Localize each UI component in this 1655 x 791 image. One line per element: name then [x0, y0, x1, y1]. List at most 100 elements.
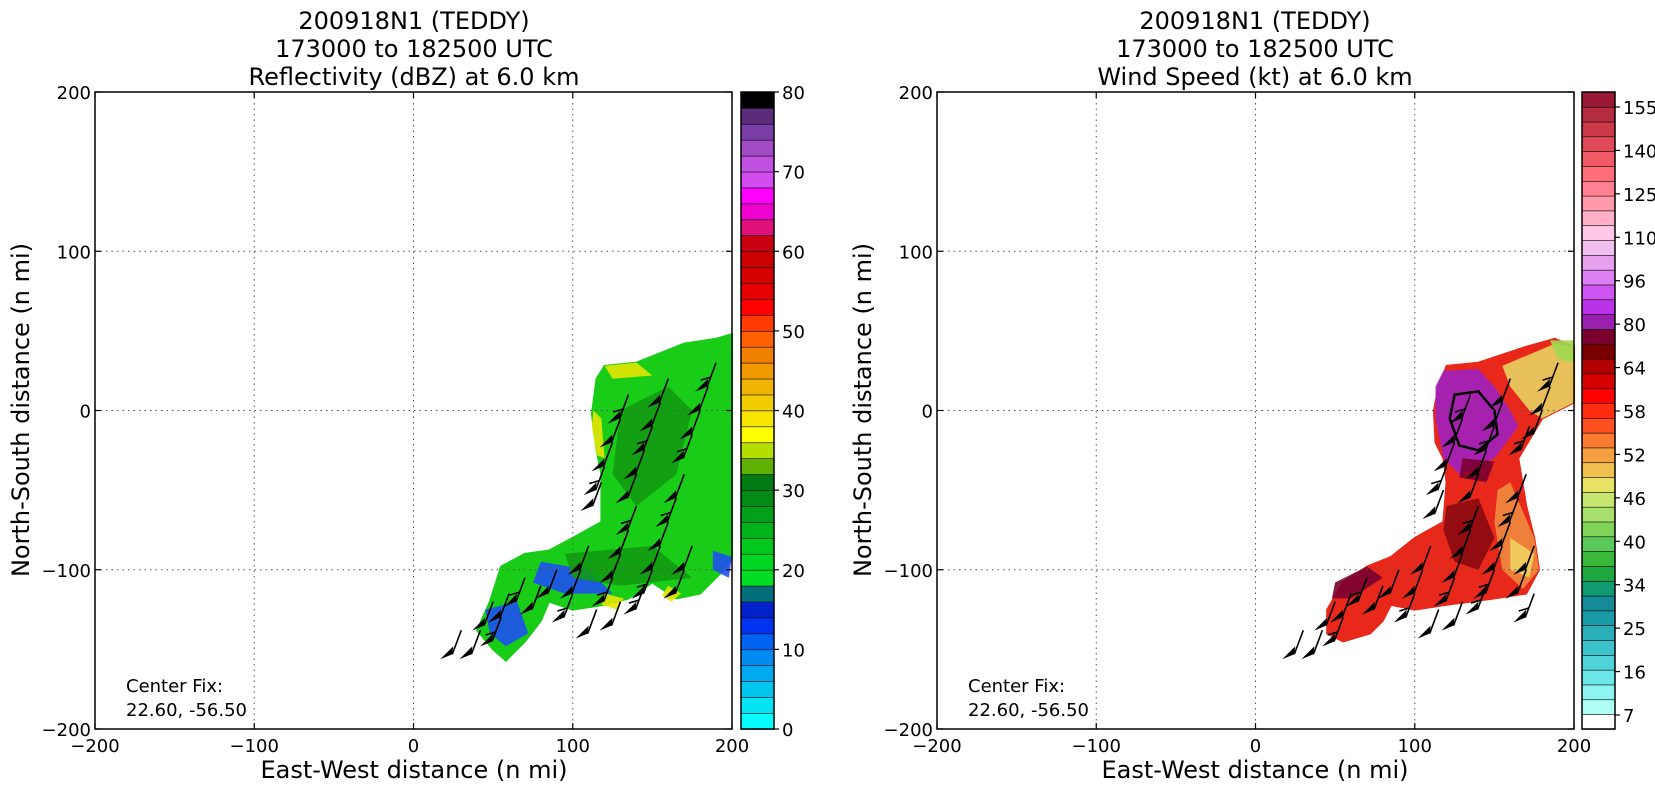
wind-barb	[480, 617, 502, 647]
x-tick-label: −200	[912, 736, 961, 757]
wind-barb	[519, 585, 542, 615]
wind-barb	[615, 505, 638, 536]
colorbar-swatch	[1581, 91, 1616, 108]
colorbar-tick-label: 125	[1623, 185, 1655, 206]
colorbar-swatch	[1581, 432, 1616, 449]
colorbar-swatch	[1581, 136, 1616, 152]
colorbar-swatch	[1581, 180, 1616, 197]
wind-barb	[671, 545, 693, 575]
wind-barb	[1529, 386, 1551, 416]
wind-barb	[623, 450, 646, 480]
y-tick-label: −200	[42, 720, 91, 741]
panel-title-line2: 173000 to 182500 UTC	[1116, 35, 1394, 63]
colorbar-swatch	[1581, 713, 1616, 730]
colorbar-tick-label: 0	[782, 720, 793, 741]
colorbar-swatch	[740, 171, 775, 189]
colorbar-swatch	[740, 298, 775, 316]
colorbar-swatch	[1581, 239, 1616, 256]
colorbar-swatch	[740, 537, 775, 555]
colorbar-swatch	[740, 696, 775, 714]
colorbar-swatch	[740, 664, 775, 682]
wind-barb	[472, 601, 494, 631]
colorbar-swatch	[740, 457, 775, 475]
wind-barb	[1481, 402, 1504, 432]
panel-title-line1: 200918N1 (TEDDY)	[298, 7, 529, 35]
wind-barb	[1489, 521, 1512, 551]
colorbar-tick-label: 40	[1623, 532, 1646, 553]
colorbar-swatch	[1581, 506, 1616, 523]
colorbar-swatch	[740, 362, 775, 380]
wind-barb	[1282, 629, 1305, 660]
x-tick-label: −100	[1072, 736, 1121, 757]
colorbar-tick-label: 58	[1623, 402, 1646, 423]
y-tick-label: 0	[922, 402, 933, 423]
center-fix-value: 22.60, -56.50	[126, 700, 247, 721]
colorbar-swatch	[740, 187, 775, 205]
wind-barb	[1465, 585, 1488, 615]
colorbar-swatch	[1581, 225, 1616, 241]
wind-barb	[663, 569, 685, 599]
colorbar-tick-label: 25	[1623, 619, 1646, 640]
colorbar-tick-label: 16	[1623, 663, 1646, 684]
wind-barb	[1345, 577, 1368, 607]
colorbar-swatch	[740, 473, 775, 491]
wind-barb	[615, 473, 638, 504]
colorbar-swatch	[740, 314, 775, 332]
colorbar-swatch	[740, 712, 775, 730]
wind-barb	[1433, 442, 1456, 472]
colorbar-swatch	[740, 489, 775, 507]
wind-barb	[1361, 585, 1384, 615]
colorbar-swatch	[1581, 313, 1616, 330]
wind-barb	[599, 418, 622, 448]
wind-barb	[559, 569, 582, 599]
colorbar-swatch	[740, 585, 775, 603]
wind-barb	[599, 601, 622, 631]
x-tick-label: 0	[1250, 736, 1261, 757]
echo-patch	[564, 545, 693, 586]
colorbar-swatch	[740, 250, 775, 268]
colorbar-tick-label: 50	[782, 322, 805, 343]
wind-barb	[599, 553, 622, 583]
wind-barb	[639, 545, 662, 575]
colorbar-tick-label: 80	[782, 83, 805, 104]
y-tick-label: −200	[884, 720, 933, 741]
wind-barb	[1457, 505, 1480, 536]
colorbar-tick-label: 40	[782, 402, 805, 423]
colorbar-swatch	[740, 235, 775, 252]
x-axis-label: East-West distance (n mi)	[260, 756, 567, 784]
x-tick-label: 200	[715, 736, 749, 757]
x-tick-label: 100	[1398, 736, 1432, 757]
axis-ticks: −200 200 −100 100 0 0 100 −100 200 −200	[42, 83, 750, 757]
colorbar-swatch	[740, 330, 775, 348]
colorbar-swatch	[1581, 462, 1616, 478]
colorbar-tick-label: 7	[1623, 706, 1634, 727]
wind-barb	[535, 569, 558, 599]
colorbar-swatch	[1581, 150, 1616, 167]
colorbar-swatch	[740, 553, 775, 571]
wind-barb	[1473, 569, 1496, 599]
colorbar-swatch	[740, 649, 775, 667]
echo-patch	[712, 550, 732, 578]
colorbar-swatch	[740, 394, 775, 412]
colorbar-swatch	[1581, 358, 1616, 375]
echo-patch	[1331, 566, 1383, 599]
wind-barb	[591, 577, 614, 607]
x-tick-label: 200	[1557, 736, 1591, 757]
wind-barb	[1441, 601, 1464, 631]
colorbar-swatch	[740, 442, 775, 459]
colorbar-swatch	[740, 107, 775, 125]
colorbar-tick-label: 46	[1623, 489, 1646, 510]
colorbar-swatch	[740, 282, 775, 300]
x-tick-label: 100	[556, 736, 590, 757]
echo-patch	[604, 362, 653, 379]
panel-title-line1: 200918N1 (TEDDY)	[1139, 7, 1370, 35]
wind-barb	[1409, 545, 1432, 575]
wind-barb	[1473, 426, 1496, 456]
wind-speed-echo-layer	[1326, 337, 1575, 643]
colorbar-swatch	[1581, 550, 1616, 567]
colorbar-swatch	[1581, 417, 1616, 434]
x-axis-label: East-West distance (n mi)	[1101, 756, 1408, 784]
y-tick-label: 0	[80, 402, 91, 423]
wind-barb	[671, 434, 693, 464]
